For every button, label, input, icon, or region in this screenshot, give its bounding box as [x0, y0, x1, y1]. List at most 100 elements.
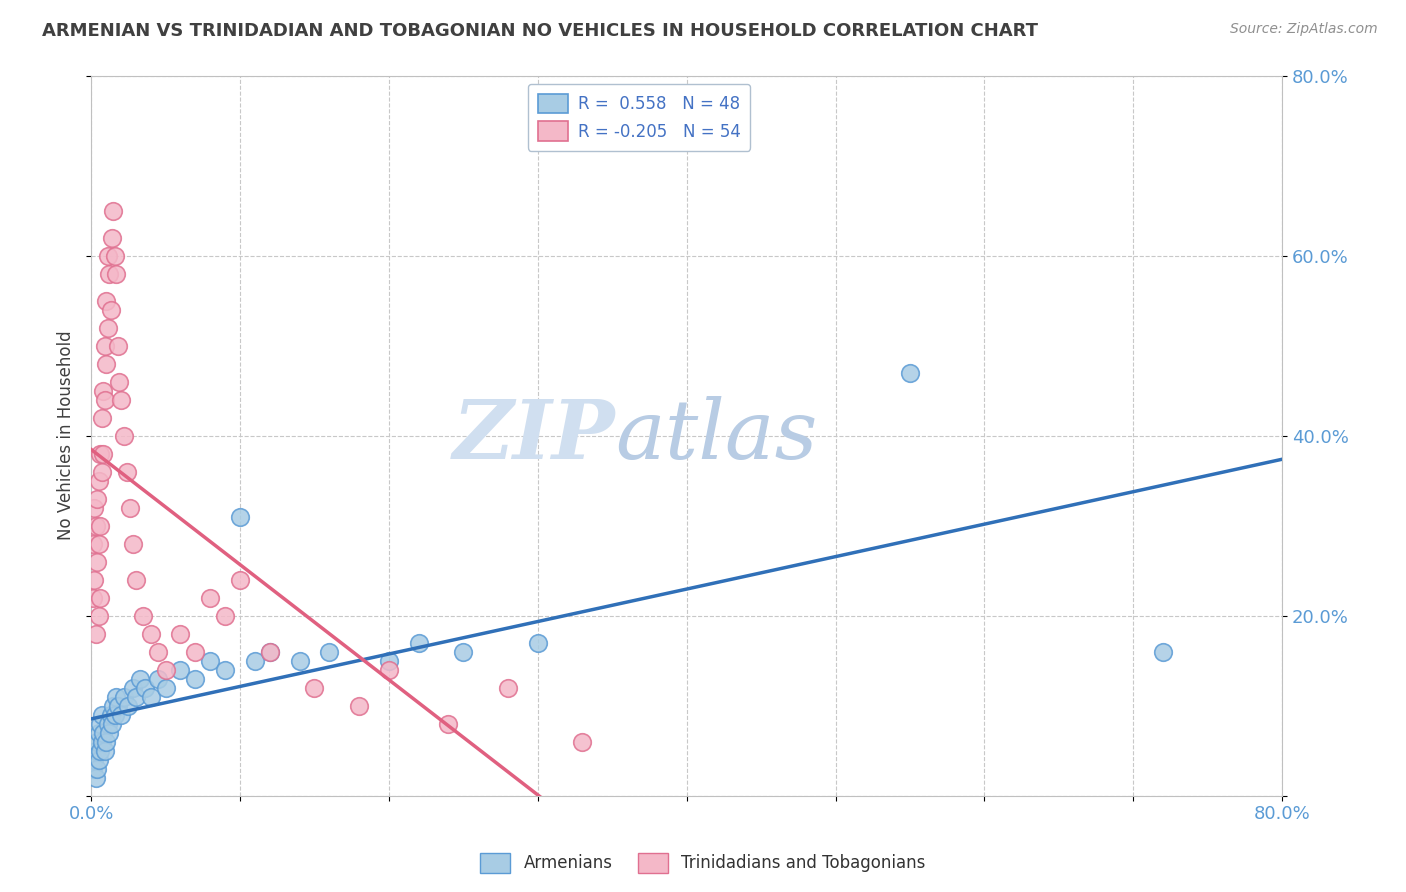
Point: [121, 681, 143, 695]
Point: [87, 753, 110, 767]
Point: [90, 410, 112, 425]
Point: [93, 338, 115, 352]
Point: [453, 645, 475, 659]
Point: [91, 447, 114, 461]
Point: [86, 762, 108, 776]
Point: [200, 654, 222, 668]
Point: [84, 626, 107, 640]
Point: [84, 518, 107, 533]
Point: [93, 392, 115, 407]
Text: ARMENIAN VS TRINIDADIAN AND TOBAGONIAN NO VEHICLES IN HOUSEHOLD CORRELATION CHAR: ARMENIAN VS TRINIDADIAN AND TOBAGONIAN N…: [42, 22, 1038, 40]
Point: [105, 690, 128, 704]
Point: [132, 608, 155, 623]
Point: [98, 725, 121, 739]
Point: [103, 698, 125, 713]
Point: [101, 230, 124, 244]
Point: [96, 320, 118, 334]
Point: [437, 716, 460, 731]
Point: [82, 762, 104, 776]
Point: [101, 716, 124, 731]
Point: [82, 591, 104, 605]
Point: [347, 698, 370, 713]
Point: [243, 654, 266, 668]
Point: [87, 537, 110, 551]
Point: [169, 663, 191, 677]
Point: [125, 690, 148, 704]
Point: [91, 725, 114, 739]
Point: [83, 500, 105, 515]
Point: [94, 293, 117, 308]
Point: [112, 690, 135, 704]
Point: [155, 681, 177, 695]
Point: [84, 771, 107, 785]
Legend: R =  0.558   N = 48, R = -0.205   N = 54: R = 0.558 N = 48, R = -0.205 N = 54: [527, 84, 751, 151]
Point: [115, 465, 138, 479]
Point: [139, 626, 162, 640]
Point: [118, 500, 141, 515]
Point: [98, 267, 121, 281]
Point: [93, 744, 115, 758]
Point: [100, 302, 122, 317]
Point: [107, 338, 129, 352]
Point: [108, 375, 131, 389]
Point: [89, 744, 111, 758]
Point: [1152, 645, 1174, 659]
Point: [107, 698, 129, 713]
Point: [121, 537, 143, 551]
Point: [110, 707, 132, 722]
Point: [378, 663, 401, 677]
Point: [155, 663, 177, 677]
Point: [288, 654, 311, 668]
Point: [184, 645, 207, 659]
Point: [527, 636, 550, 650]
Point: [89, 518, 111, 533]
Point: [83, 573, 105, 587]
Point: [169, 626, 191, 640]
Point: [89, 716, 111, 731]
Point: [496, 681, 519, 695]
Point: [91, 384, 114, 398]
Point: [90, 735, 112, 749]
Point: [304, 681, 326, 695]
Point: [139, 690, 162, 704]
Point: [89, 591, 111, 605]
Point: [84, 744, 107, 758]
Point: [87, 474, 110, 488]
Point: [184, 672, 207, 686]
Text: atlas: atlas: [616, 396, 818, 475]
Point: [86, 555, 108, 569]
Point: [110, 392, 132, 407]
Point: [259, 645, 281, 659]
Point: [87, 725, 110, 739]
Point: [82, 537, 104, 551]
Point: [96, 249, 118, 263]
Point: [100, 707, 122, 722]
Point: [259, 645, 281, 659]
Point: [146, 645, 169, 659]
Point: [129, 672, 152, 686]
Y-axis label: No Vehicles in Household: No Vehicles in Household: [58, 331, 75, 541]
Point: [229, 573, 252, 587]
Legend: Armenians, Trinidadians and Tobagonians: Armenians, Trinidadians and Tobagonians: [474, 847, 932, 880]
Point: [200, 591, 222, 605]
Point: [94, 735, 117, 749]
Point: [318, 645, 340, 659]
Point: [408, 636, 430, 650]
Point: [103, 203, 125, 218]
Point: [86, 735, 108, 749]
Point: [94, 357, 117, 371]
Point: [90, 465, 112, 479]
Point: [571, 735, 593, 749]
Point: [105, 267, 128, 281]
Point: [134, 681, 156, 695]
Point: [96, 716, 118, 731]
Text: ZIP: ZIP: [453, 396, 616, 475]
Point: [86, 491, 108, 506]
Point: [117, 698, 139, 713]
Point: [112, 428, 135, 442]
Point: [146, 672, 169, 686]
Point: [125, 573, 148, 587]
Point: [104, 707, 127, 722]
Point: [104, 249, 127, 263]
Point: [214, 663, 236, 677]
